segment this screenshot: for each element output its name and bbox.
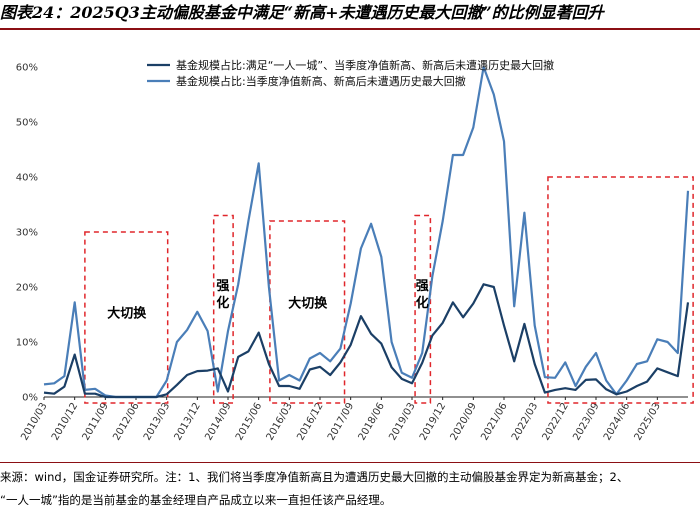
annotation-label: 大切换 [107, 305, 147, 321]
y-tick-label: 20% [16, 283, 38, 294]
x-tick-label: 2022/03 [510, 401, 540, 442]
source-line-1: 来源：wind，国金证券研究所。注：1、我们将当季度净值新高且为遭遇历史最大回撤… [0, 470, 629, 484]
chart-axes: 0% 10% 20% 30% 40% 50% 60% 2010/03 2010/12 2011/0… [16, 63, 688, 442]
x-tick-label: 2011/09 [81, 401, 111, 442]
x-tick-label: 2018/06 [357, 401, 387, 442]
y-tick-label: 40% [16, 173, 38, 184]
x-tick-label: 2016/12 [295, 401, 325, 442]
x-tick-label: 2024/06 [602, 401, 632, 442]
y-tick-label: 30% [16, 228, 38, 239]
x-tick-label: 2013/12 [173, 401, 203, 442]
legend-label: 基金规模占比:当季度净值新高、新高后未遭遇历史最大回撤 [176, 74, 466, 88]
x-tick-label: 2015/06 [234, 401, 264, 442]
x-tick-label: 2022/12 [541, 401, 571, 442]
annotations: 大切换 强化大切换 强化 [107, 279, 428, 322]
legend-label: 基金规模占比:满足“一人一城”、当季度净值新高、新高后未遭遇历史最大回撤 [176, 58, 554, 72]
x-tick-label: 2023/09 [571, 401, 601, 442]
annotation-label: 大切换 [288, 295, 328, 311]
x-tick-label: 2014/09 [203, 401, 233, 442]
y-tick-label: 0% [22, 393, 38, 404]
y-tick-label: 10% [16, 338, 38, 349]
source-rule [0, 462, 700, 463]
x-tick-label: 2020/09 [449, 401, 479, 442]
title-rule [0, 28, 700, 30]
x-tick-label: 2016/03 [265, 401, 295, 442]
x-tick-label: 2025/03 [633, 401, 663, 442]
highlight-box [414, 214, 432, 404]
source-line-2: “一人一城”指的是当前基金的基金经理自产品成立以来一直担任该产品经理。 [0, 493, 392, 507]
series-line-one-person-one-city [43, 283, 690, 399]
highlight-box [547, 176, 694, 404]
x-tick-label: 2021/06 [479, 401, 509, 442]
source-note: 来源：wind，国金证券研究所。注：1、我们将当季度净值新高且为遭遇历史最大回撤… [0, 466, 700, 512]
annotation-label: 强化 [216, 279, 229, 311]
annotation-label: 强化 [416, 279, 429, 311]
line-chart: 0% 10% 20% 30% 40% 50% 60% 2010/03 2010/12 2011/0… [16, 58, 694, 442]
x-tick-label: 2010/03 [19, 401, 49, 442]
x-tick-label: 2019/12 [418, 401, 448, 442]
x-tick-label: 2013/03 [142, 401, 172, 442]
x-tick-label: 2019/03 [387, 401, 417, 442]
legend: 基金规模占比:满足“一人一城”、当季度净值新高、新高后未遭遇历史最大回撤基金规模… [147, 58, 554, 88]
highlight-box [212, 214, 234, 404]
series-lines [43, 65, 690, 399]
y-tick-label: 50% [16, 118, 38, 129]
highlight-boxes [84, 176, 694, 404]
y-tick-label: 60% [16, 63, 38, 74]
x-tick-label: 2010/12 [50, 401, 80, 442]
highlight-box [269, 220, 346, 404]
figure-title: 图表24：2025Q3主动偏股基金中满足“新高+未遭遇历史最大回撤”的比例显著回… [0, 3, 604, 22]
x-tick-label: 2012/06 [111, 401, 141, 442]
x-tick-label: 2017/09 [326, 401, 356, 442]
